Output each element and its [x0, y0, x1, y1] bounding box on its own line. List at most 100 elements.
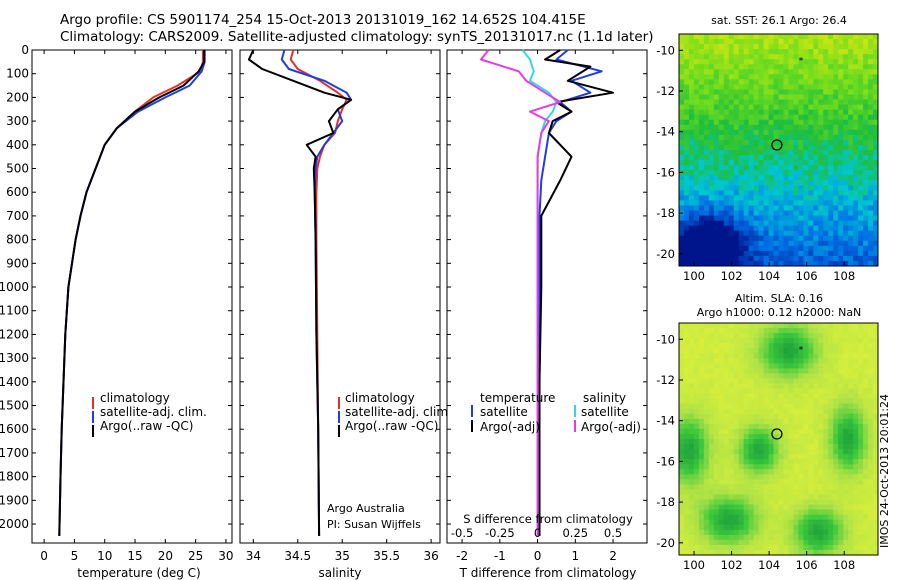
map-cell [813, 439, 819, 445]
map-cell [853, 464, 859, 470]
map-cell [753, 99, 760, 106]
map-cell [713, 433, 720, 440]
map-cell [773, 444, 779, 450]
map-cell [738, 240, 745, 247]
map-cell [823, 79, 829, 85]
map-cell [768, 529, 774, 536]
map-cell [783, 514, 789, 521]
map-cell [683, 368, 690, 374]
map-cell [868, 69, 874, 75]
map-cell [698, 210, 705, 216]
map-cell [703, 220, 710, 227]
map-cell [818, 388, 824, 395]
map-cell [858, 64, 864, 70]
map-cell [803, 499, 809, 505]
map-cell [728, 544, 735, 551]
map-cell [748, 454, 755, 460]
map-cell [868, 124, 874, 131]
map-cell [708, 240, 715, 247]
map-cell [783, 215, 789, 222]
y-tick-label: 2000 [0, 517, 29, 531]
map-cell [713, 519, 720, 526]
map-cell [728, 539, 735, 546]
map-cell [768, 180, 774, 186]
map-cell [708, 509, 715, 516]
map-cell [813, 89, 819, 95]
map-cell [788, 64, 794, 70]
map-cell [848, 155, 854, 161]
map-cell [688, 484, 695, 490]
map-cell [679, 165, 685, 171]
map-cell [703, 235, 710, 242]
map-cell [843, 240, 849, 247]
map-cell [758, 398, 764, 405]
map-cell [703, 504, 710, 511]
map-cell [679, 99, 685, 106]
map-cell [708, 393, 715, 400]
y-tick-label: 1700 [0, 446, 29, 460]
map-cell [823, 190, 829, 196]
map-cell [828, 388, 834, 395]
map-cell [873, 134, 879, 141]
map-cell [723, 165, 730, 171]
map-cell [753, 328, 760, 334]
map-cell [863, 333, 869, 339]
map-cell [723, 539, 730, 546]
map-cell [778, 34, 784, 40]
map-cell [683, 479, 690, 485]
map-cell [813, 519, 819, 526]
map-cell [718, 54, 725, 60]
map-cell [803, 200, 809, 206]
map-cell [838, 34, 844, 40]
map-cell [853, 484, 859, 490]
map-cell [743, 368, 750, 374]
map-cell [679, 444, 685, 450]
map-cell [808, 378, 814, 384]
map-cell [858, 119, 864, 126]
map-cell [758, 433, 764, 440]
map-cell [763, 79, 769, 85]
map-cell [683, 109, 690, 116]
map-cell [713, 99, 720, 106]
map-cell [868, 134, 874, 141]
map-cell [848, 109, 854, 116]
map-cell [743, 170, 750, 176]
map-cell [693, 235, 700, 242]
map-cell [683, 119, 690, 126]
map-cell [868, 494, 874, 500]
map-cell [683, 139, 690, 146]
sst-map-title: sat. SST: 26.1 Argo: 26.4 [711, 14, 847, 27]
map-cell [698, 74, 705, 80]
map-cell [788, 539, 794, 546]
map-cell [698, 165, 705, 171]
map-cell [828, 150, 834, 156]
map-cell [833, 99, 839, 106]
map-cell [818, 165, 824, 171]
map-cell [838, 104, 844, 111]
map-cell [843, 104, 849, 111]
map-cell [793, 124, 799, 131]
map-cell [858, 260, 864, 267]
map-cell [713, 378, 720, 384]
map-cell [723, 34, 730, 40]
map-cell [783, 124, 789, 131]
map-cell [818, 439, 824, 445]
map-cell [738, 165, 745, 171]
map-cell [778, 403, 784, 410]
map-cell [873, 363, 879, 369]
map-cell [783, 348, 789, 354]
map-cell [828, 144, 834, 151]
map-cell [763, 358, 769, 364]
map-cell [698, 464, 705, 470]
map-cell [758, 64, 764, 70]
map-cell [738, 180, 745, 186]
map-cell [788, 260, 794, 267]
map-cell [788, 235, 794, 242]
map-cell [693, 190, 700, 196]
map-cell [708, 200, 715, 206]
map-cell [818, 144, 824, 151]
map-cell [813, 423, 819, 430]
map-cell [763, 124, 769, 131]
map-cell [763, 489, 769, 495]
map-cell [848, 200, 854, 206]
